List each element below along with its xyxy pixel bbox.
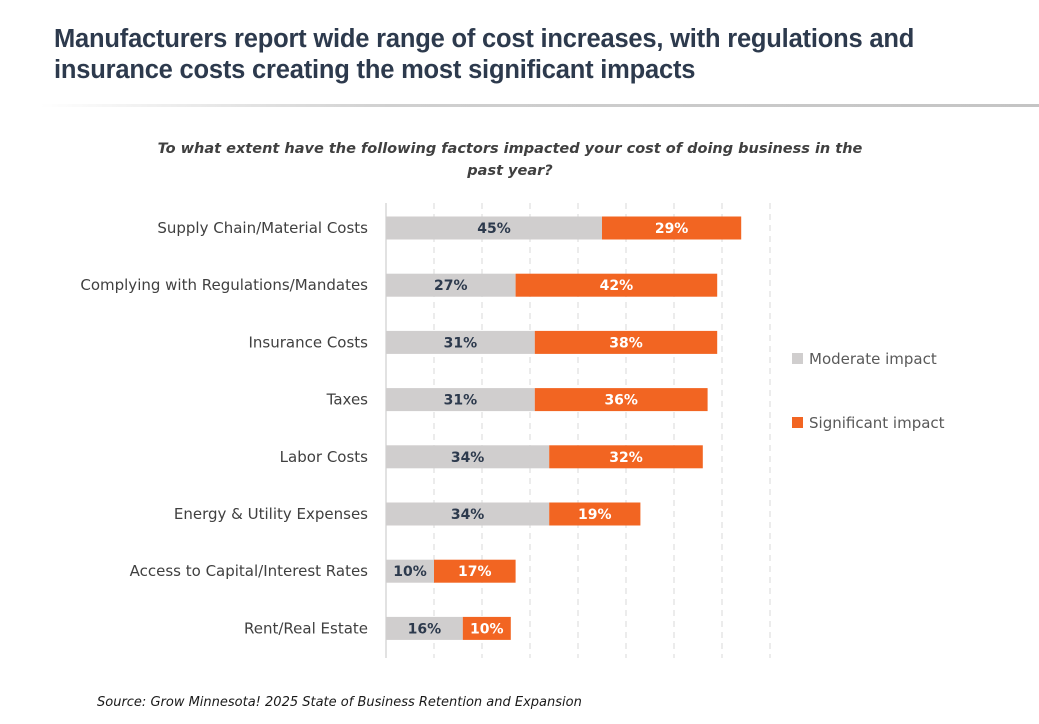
category-label: Access to Capital/Interest Rates [130, 562, 369, 580]
bar-moderate [386, 559, 434, 583]
data-label: 45% [477, 221, 511, 237]
data-label: 34% [451, 450, 485, 466]
bar-moderate [386, 216, 602, 240]
data-label: 31% [444, 335, 478, 351]
bar-moderate [386, 502, 550, 526]
bar-significant [549, 502, 641, 526]
bar-significant [515, 273, 718, 297]
data-label: 42% [600, 278, 634, 294]
category-label: Taxes [326, 391, 369, 409]
bar-significant [549, 445, 703, 469]
bar-significant [534, 388, 708, 412]
legend-swatch [792, 417, 803, 428]
bar-moderate [386, 330, 535, 354]
data-label: 32% [609, 450, 643, 466]
data-label: 27% [434, 278, 468, 294]
bar-significant [534, 330, 718, 354]
bar-moderate [386, 388, 535, 412]
data-label: 19% [578, 507, 612, 523]
bar-significant [602, 216, 742, 240]
category-label: Insurance Costs [248, 333, 368, 351]
legend-label: Moderate impact [809, 350, 937, 368]
title-divider [40, 104, 1039, 107]
bar-significant [462, 616, 511, 640]
data-label: 16% [408, 621, 442, 637]
data-label: 36% [604, 393, 638, 409]
data-label: 34% [451, 507, 485, 523]
bar-moderate [386, 445, 550, 469]
category-label: Complying with Regulations/Mandates [80, 276, 368, 294]
category-label: Labor Costs [280, 448, 369, 466]
legend-swatch [792, 353, 803, 364]
category-label: Supply Chain/Material Costs [157, 219, 368, 237]
data-label: 17% [458, 564, 492, 580]
bar-moderate [386, 273, 516, 297]
data-label: 31% [444, 393, 478, 409]
data-label: 29% [655, 221, 689, 237]
source-note: Source: Grow Minnesota! 2025 State of Bu… [97, 695, 582, 710]
category-label: Rent/Real Estate [244, 619, 368, 637]
data-label: 38% [609, 335, 643, 351]
legend-label: Significant impact [809, 414, 945, 432]
bar-moderate [386, 616, 463, 640]
bar-significant [434, 559, 516, 583]
category-label: Energy & Utility Expenses [174, 505, 368, 523]
data-label: 10% [393, 564, 427, 580]
data-label: 10% [470, 621, 504, 637]
chart-title: To what extent have the following factor… [157, 141, 863, 179]
page-title: Manufacturers report wide range of cost … [54, 25, 915, 84]
